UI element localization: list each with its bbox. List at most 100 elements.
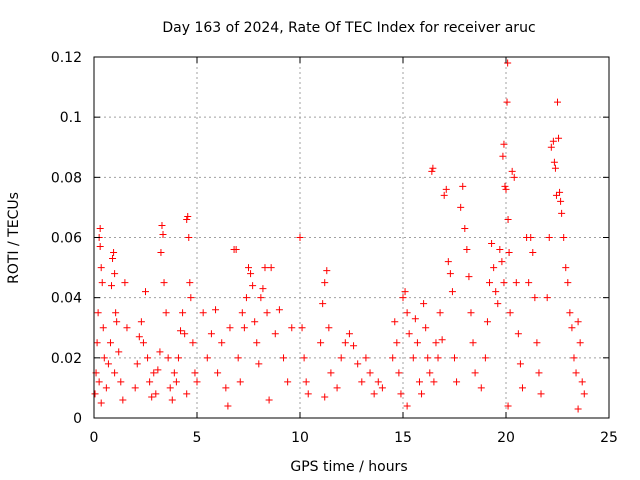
data-point bbox=[168, 396, 176, 404]
data-point bbox=[438, 336, 446, 344]
data-point bbox=[535, 369, 543, 377]
data-point bbox=[508, 167, 516, 175]
x-tick-label: 15 bbox=[394, 430, 412, 446]
data-point bbox=[568, 324, 576, 332]
data-point bbox=[214, 369, 222, 377]
data-point bbox=[96, 243, 104, 251]
data-point bbox=[527, 234, 535, 241]
data-point bbox=[533, 339, 541, 347]
data-point bbox=[203, 354, 211, 362]
data-point bbox=[156, 348, 164, 356]
data-point bbox=[265, 396, 273, 404]
data-point bbox=[298, 324, 306, 332]
data-point bbox=[111, 270, 119, 278]
data-point bbox=[108, 282, 116, 290]
data-point bbox=[420, 300, 428, 308]
data-point bbox=[413, 339, 421, 347]
data-point bbox=[253, 339, 261, 347]
y-tick-label: 0.08 bbox=[51, 170, 82, 186]
data-point bbox=[556, 188, 564, 196]
data-point bbox=[115, 348, 123, 356]
data-point bbox=[543, 294, 551, 302]
data-point bbox=[490, 264, 498, 272]
data-point bbox=[366, 369, 374, 377]
data-point bbox=[557, 197, 565, 205]
data-point bbox=[234, 354, 242, 362]
data-point bbox=[500, 279, 508, 287]
data-point bbox=[177, 327, 185, 335]
data-point bbox=[531, 294, 539, 302]
data-point bbox=[267, 264, 275, 272]
data-point bbox=[552, 191, 560, 199]
data-point bbox=[97, 264, 105, 272]
data-point bbox=[337, 354, 345, 362]
axis-ticks: 0 5 10 15 20 25 0 0.02 0.04 0.06 0.08 0.1 0.12 bbox=[51, 50, 618, 446]
data-point bbox=[93, 339, 101, 347]
data-point bbox=[516, 360, 524, 368]
data-point bbox=[504, 215, 512, 223]
data-point bbox=[189, 339, 197, 347]
data-point bbox=[187, 294, 195, 302]
data-point bbox=[436, 309, 444, 317]
data-point bbox=[362, 354, 370, 362]
data-point bbox=[537, 390, 545, 398]
data-point bbox=[284, 378, 292, 386]
data-point bbox=[110, 249, 118, 257]
data-point bbox=[551, 164, 559, 172]
data-point bbox=[496, 246, 504, 254]
data-point bbox=[333, 384, 341, 392]
data-point bbox=[494, 300, 502, 308]
data-point bbox=[240, 324, 248, 332]
data-point bbox=[142, 288, 149, 296]
data-point bbox=[259, 285, 267, 293]
data-point bbox=[395, 369, 403, 377]
data-point bbox=[249, 282, 257, 290]
data-point bbox=[181, 330, 189, 338]
data-point bbox=[374, 378, 382, 386]
data-point bbox=[164, 354, 172, 362]
data-point bbox=[378, 384, 386, 392]
data-point bbox=[144, 354, 152, 362]
data-point bbox=[428, 167, 436, 175]
data-point bbox=[152, 390, 160, 398]
data-point bbox=[448, 288, 456, 296]
data-points bbox=[91, 59, 588, 413]
data-point bbox=[133, 360, 141, 368]
data-point bbox=[555, 134, 563, 142]
data-point bbox=[174, 354, 182, 362]
data-point bbox=[469, 339, 477, 347]
data-point bbox=[442, 185, 450, 193]
data-point bbox=[501, 182, 509, 190]
data-point bbox=[166, 384, 174, 392]
data-point bbox=[550, 158, 558, 166]
data-point bbox=[409, 354, 417, 362]
data-point bbox=[562, 264, 570, 272]
data-point bbox=[504, 402, 512, 410]
data-point bbox=[98, 279, 106, 287]
data-point bbox=[148, 393, 156, 401]
data-point bbox=[471, 369, 479, 377]
data-point bbox=[432, 339, 440, 347]
data-point bbox=[391, 318, 399, 326]
data-point bbox=[218, 339, 226, 347]
data-point bbox=[393, 339, 401, 347]
data-point bbox=[486, 279, 494, 287]
x-tick-label: 0 bbox=[90, 430, 99, 446]
data-point bbox=[106, 339, 114, 347]
data-point bbox=[444, 258, 452, 266]
data-point bbox=[429, 164, 437, 172]
data-point bbox=[117, 378, 125, 386]
data-point bbox=[321, 279, 329, 287]
data-point bbox=[104, 360, 112, 368]
data-point bbox=[154, 366, 162, 374]
data-point bbox=[358, 378, 366, 386]
data-point bbox=[288, 324, 296, 332]
data-point bbox=[345, 330, 353, 338]
data-point bbox=[518, 384, 526, 392]
data-point bbox=[96, 224, 104, 232]
x-tick-label: 20 bbox=[497, 430, 515, 446]
data-point bbox=[389, 354, 397, 362]
data-point bbox=[112, 309, 120, 317]
data-point bbox=[578, 378, 586, 386]
data-point bbox=[123, 324, 131, 332]
